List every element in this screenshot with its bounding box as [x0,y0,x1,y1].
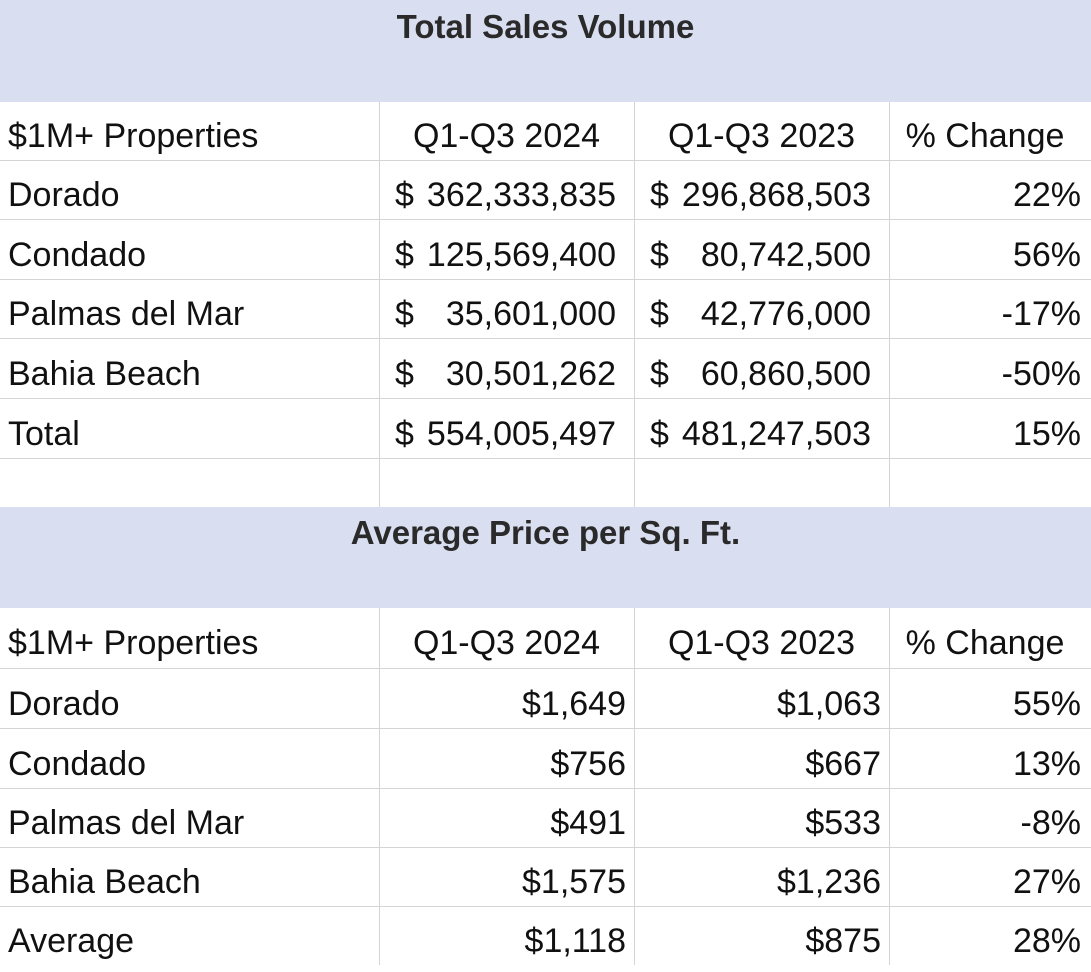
price-2024: $1,575 [522,863,626,901]
row-divider [0,160,1091,161]
amount: 30,501,262 [445,355,616,393]
pct-change: 22% [1012,176,1081,214]
sales-2024: $125,569,400 [379,225,634,285]
property-name: Palmas del Mar [8,804,245,842]
property-name: Dorado [8,685,120,723]
price-2023: $1,063 [777,685,881,723]
currency-symbol: $ [395,355,414,393]
row-divider [0,906,1091,907]
price-sqft-header-row: $1M+ Properties Q1-Q3 2024 Q1-Q3 2023 % … [0,613,1091,673]
property-name: Palmas del Mar [8,295,245,333]
sales-2023: $60,860,500 [634,344,889,404]
currency-symbol: $ [650,355,669,393]
sales-2023: $42,776,000 [634,284,889,344]
pct-change: 56% [1012,236,1081,274]
column-divider [889,0,890,965]
currency-symbol: $ [650,236,669,274]
price-2023: $1,236 [777,863,881,901]
row-divider [0,458,1091,459]
header-properties: $1M+ Properties [8,624,259,662]
sales-2024: $35,601,000 [379,284,634,344]
header-pct-change: % Change [905,624,1065,662]
table-row-average: Average $1,118 $875 28% [0,910,1091,965]
sales-2023: $80,742,500 [634,225,889,285]
header-q1q3-2024: Q1-Q3 2024 [412,624,601,662]
price-2024: $756 [550,745,626,783]
sales-2024: $362,333,835 [379,165,634,225]
sales-volume-header-row: $1M+ Properties Q1-Q3 2024 Q1-Q3 2023 % … [0,106,1091,166]
row-divider [0,279,1091,280]
table-row: Condado $125,569,400 $80,742,500 56% [0,225,1091,285]
amount: 481,247,503 [681,415,871,453]
pct-change: 55% [1012,685,1081,723]
sales-2023: $481,247,503 [634,404,889,464]
row-divider [0,219,1091,220]
amount: 60,860,500 [700,355,871,393]
column-divider [379,0,380,965]
header-properties: $1M+ Properties [8,117,259,155]
price-sqft-title-band [0,507,1091,608]
amount: 80,742,500 [700,236,871,274]
pct-change: 27% [1012,863,1081,901]
table-row-total: Total $554,005,497 $481,247,503 15% [0,404,1091,464]
property-name: Condado [8,745,147,783]
price-2023: $875 [805,922,881,960]
header-q1q3-2023: Q1-Q3 2023 [667,117,856,155]
price-2023: $667 [805,745,881,783]
currency-symbol: $ [650,295,669,333]
currency-symbol: $ [395,176,414,214]
table-row: Dorado $362,333,835 $296,868,503 22% [0,165,1091,225]
price-sqft-title: Average Price per Sq. Ft. [350,514,741,551]
price-2024: $491 [550,804,626,842]
pct-change: -17% [1001,295,1081,333]
amount: 42,776,000 [700,295,871,333]
property-name: Bahia Beach [8,355,201,393]
table-row: Bahia Beach $30,501,262 $60,860,500 -50% [0,344,1091,404]
amount: 362,333,835 [426,176,616,214]
property-name: Average [8,922,135,960]
row-divider [0,728,1091,729]
sales-volume-title: Total Sales Volume [396,8,695,45]
row-divider [0,668,1091,669]
sales-2024: $554,005,497 [379,404,634,464]
table-row: Condado $756 $667 13% [0,734,1091,794]
row-divider [0,338,1091,339]
table-row: Palmas del Mar $35,601,000 $42,776,000 -… [0,284,1091,344]
sales-2023: $296,868,503 [634,165,889,225]
row-divider [0,398,1091,399]
currency-symbol: $ [650,415,669,453]
sales-2024: $30,501,262 [379,344,634,404]
pct-change: 15% [1012,415,1081,453]
property-name: Bahia Beach [8,863,201,901]
table-row: Bahia Beach $1,575 $1,236 27% [0,852,1091,912]
amount: 35,601,000 [445,295,616,333]
amount: 125,569,400 [426,236,616,274]
pct-change: -8% [1020,804,1081,842]
pct-change: -50% [1001,355,1081,393]
header-pct-change: % Change [905,117,1065,155]
property-name: Dorado [8,176,120,214]
amount: 554,005,497 [426,415,616,453]
header-q1q3-2024: Q1-Q3 2024 [412,117,601,155]
property-name: Total [8,415,80,453]
currency-symbol: $ [395,236,414,274]
currency-symbol: $ [395,415,414,453]
table-row: Palmas del Mar $491 $533 -8% [0,793,1091,853]
pct-change: 28% [1012,922,1081,960]
property-name: Condado [8,236,147,274]
column-divider [634,0,635,965]
row-divider [0,788,1091,789]
currency-symbol: $ [650,176,669,214]
row-divider [0,847,1091,848]
currency-symbol: $ [395,295,414,333]
pct-change: 13% [1012,745,1081,783]
price-2023: $533 [805,804,881,842]
table-row: Dorado $1,649 $1,063 55% [0,674,1091,734]
price-2024: $1,649 [522,685,626,723]
header-q1q3-2023: Q1-Q3 2023 [667,624,856,662]
sales-volume-title-band [0,0,1091,102]
price-2024: $1,118 [524,922,626,960]
amount: 296,868,503 [681,176,871,214]
